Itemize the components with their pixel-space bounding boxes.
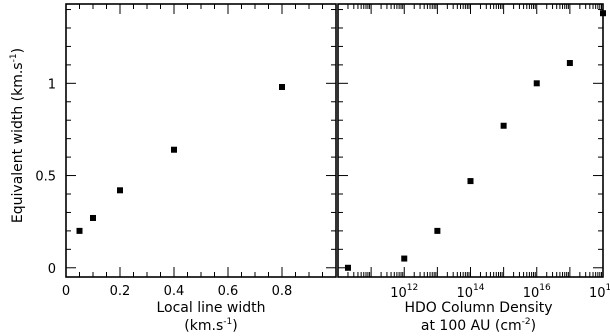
label-superscript: -1 [223, 317, 232, 327]
left-x-axis-title-line1: Local line width [156, 300, 265, 316]
y-tick-label: 1 [48, 77, 56, 92]
right-data-point [401, 255, 408, 262]
tick-exponent: 16 [539, 283, 551, 293]
left-x-tick-label: 0 [62, 284, 70, 299]
label-text: ) [10, 48, 26, 53]
tick-base: 10 [523, 286, 540, 301]
left-plot-frame [65, 3, 337, 278]
right-x-tick-label: 1012 [390, 283, 418, 301]
tick-exponent: 12 [407, 283, 418, 293]
left-data-point [279, 84, 285, 91]
tick-exponent: 14 [473, 283, 485, 293]
label-text: Equivalent width (km.s [10, 62, 26, 223]
left-data-point [171, 146, 177, 153]
label-text: (km.s [184, 318, 223, 334]
right-data-point [500, 122, 507, 129]
left-x-axis-title-line2: (km.s-1) [184, 317, 237, 334]
label-text: ) [232, 318, 237, 334]
tick-base: 10 [457, 286, 474, 301]
right-data-point [344, 264, 351, 271]
left-data-point [117, 187, 123, 194]
right-x-axis-title-line1: HDO Column Density [404, 300, 552, 316]
right-data-point [600, 10, 606, 17]
right-data-point [467, 178, 474, 185]
y-tick-label: 0 [48, 262, 56, 277]
left-x-tick-label: 0.4 [164, 284, 185, 299]
tick-base: 10 [589, 286, 606, 301]
label-text: ) [531, 318, 536, 334]
right-x-tick-label: 1018 [589, 283, 610, 301]
tick-exponent: 18 [606, 283, 610, 293]
right-x-axis-title-line2: at 100 AU (cm-2) [421, 317, 536, 334]
left-data-point [90, 214, 96, 221]
label-text: at 100 AU (cm [421, 318, 522, 334]
right-plot-frame [337, 3, 604, 278]
right-data-point [434, 227, 441, 234]
left-x-tick-label: 0.8 [272, 284, 293, 299]
right-data-point [566, 60, 573, 67]
right-x-tick-label: 1014 [457, 283, 485, 301]
right-data-point [533, 80, 540, 87]
left-x-tick-label: 0.6 [218, 284, 239, 299]
right-x-tick-label: 1016 [523, 283, 551, 301]
label-superscript: -1 [9, 53, 19, 62]
y-tick-label: 0.5 [35, 170, 56, 185]
left-data-point [76, 227, 83, 234]
y-axis-title: Equivalent width (km.s-1) [9, 48, 26, 223]
tick-base: 10 [390, 286, 407, 301]
label-superscript: -2 [522, 317, 531, 327]
left-x-tick-label: 0.2 [110, 284, 131, 299]
